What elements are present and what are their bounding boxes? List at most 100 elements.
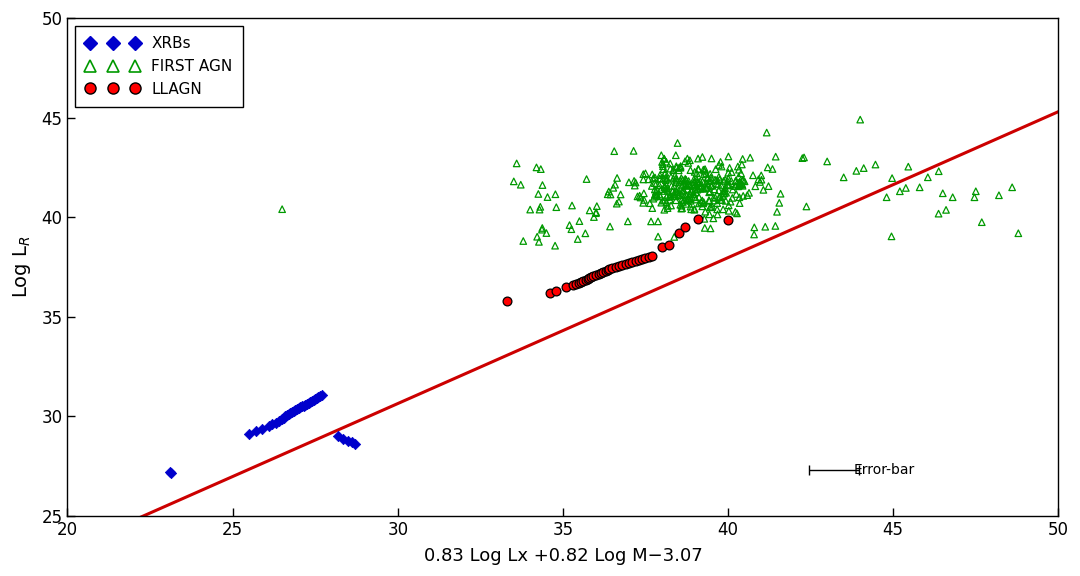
Point xyxy=(758,128,775,137)
Point xyxy=(639,175,657,184)
Point xyxy=(656,205,673,214)
Point xyxy=(646,185,663,194)
Point xyxy=(600,187,618,196)
Point xyxy=(731,179,748,188)
Point xyxy=(882,232,900,241)
Point xyxy=(676,157,693,166)
Point xyxy=(685,175,702,184)
Point xyxy=(307,395,324,404)
Point xyxy=(697,207,714,217)
Point xyxy=(652,184,670,194)
Point xyxy=(835,173,852,182)
Point xyxy=(753,175,770,184)
Point xyxy=(298,400,315,409)
Point xyxy=(659,202,676,211)
Point xyxy=(649,217,666,226)
Point xyxy=(548,286,565,295)
Point xyxy=(347,439,364,449)
Point xyxy=(968,187,985,196)
Point xyxy=(280,410,297,419)
Point xyxy=(686,177,703,186)
Point xyxy=(297,401,314,410)
Point xyxy=(665,165,683,175)
Point xyxy=(648,185,665,195)
Point xyxy=(819,157,836,166)
Point xyxy=(697,165,714,174)
Point xyxy=(973,218,990,227)
Point xyxy=(734,175,752,184)
Point xyxy=(643,217,660,226)
Point xyxy=(674,198,691,207)
Point xyxy=(651,190,669,199)
Point xyxy=(734,191,752,200)
Point xyxy=(538,229,555,238)
Point xyxy=(656,169,673,179)
Point xyxy=(716,189,733,198)
Point xyxy=(640,252,658,262)
Point xyxy=(607,262,624,271)
Point xyxy=(851,115,868,124)
Point xyxy=(665,232,683,241)
Point xyxy=(702,187,719,196)
Point xyxy=(716,184,733,193)
Point xyxy=(241,430,258,439)
Point xyxy=(670,191,687,200)
Point xyxy=(719,174,737,183)
Point xyxy=(687,188,704,197)
Point xyxy=(635,175,652,184)
Point xyxy=(690,192,707,202)
Point xyxy=(724,194,741,203)
Point xyxy=(563,225,580,234)
Point xyxy=(702,223,719,233)
Point xyxy=(608,199,625,209)
Point xyxy=(719,168,737,177)
Point xyxy=(700,195,717,204)
Point xyxy=(701,203,718,212)
Point xyxy=(531,202,549,211)
Point xyxy=(731,199,748,208)
Point xyxy=(529,190,546,199)
Point xyxy=(689,164,706,173)
Point xyxy=(681,202,699,211)
Point xyxy=(308,393,325,403)
Point xyxy=(247,426,265,435)
Point xyxy=(662,164,679,173)
Point xyxy=(660,240,677,249)
Point xyxy=(670,190,687,199)
Point xyxy=(674,187,691,196)
Point xyxy=(679,194,697,203)
Point xyxy=(703,181,720,190)
Point xyxy=(694,183,712,192)
Point xyxy=(735,177,753,186)
Point xyxy=(676,222,693,232)
Point xyxy=(694,165,712,175)
Point xyxy=(659,203,676,213)
Point xyxy=(760,181,778,191)
Point xyxy=(711,172,728,181)
Point xyxy=(642,199,659,208)
Point xyxy=(670,188,687,197)
Point xyxy=(597,266,615,275)
Point xyxy=(672,200,689,209)
Point xyxy=(610,262,627,271)
Point xyxy=(673,204,690,213)
Point xyxy=(652,151,670,160)
Point xyxy=(656,195,673,204)
Point xyxy=(632,193,649,202)
Point xyxy=(571,278,589,287)
Point xyxy=(719,177,737,186)
Point xyxy=(689,179,706,188)
Point xyxy=(588,209,605,218)
Point xyxy=(702,181,719,191)
Point xyxy=(681,165,699,175)
Point xyxy=(693,202,711,211)
Point xyxy=(273,204,291,214)
Text: Error-bar: Error-bar xyxy=(853,463,915,477)
Point xyxy=(680,195,698,204)
Point xyxy=(534,225,551,234)
Point xyxy=(578,175,595,184)
Point xyxy=(755,185,772,195)
Point xyxy=(602,190,619,199)
Point xyxy=(698,183,715,192)
Point xyxy=(768,207,785,217)
